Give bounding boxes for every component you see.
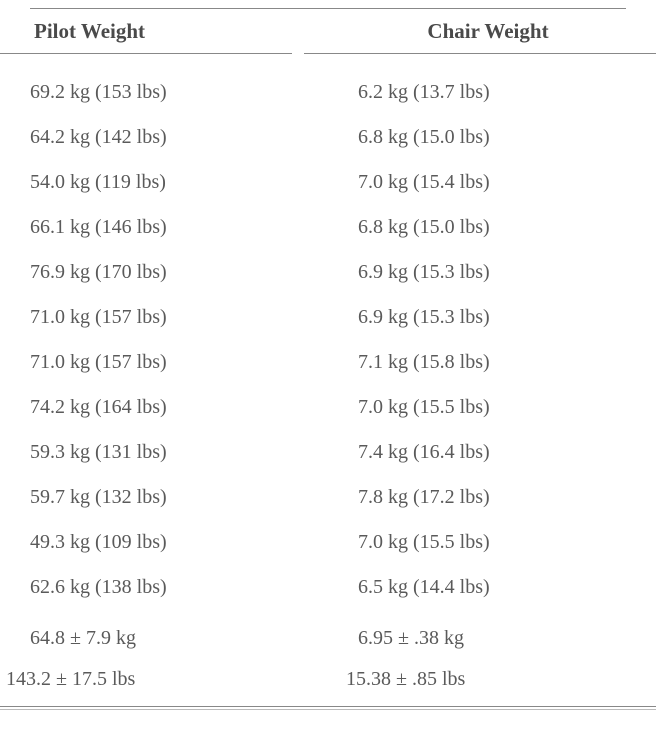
table-row: 62.6 kg (138 lbs)6.5 kg (14.4 lbs) [30,565,626,610]
summary-row: 64.8 ± 7.9 kg6.95 ± .38 kg [30,618,626,659]
pilot-weight-cell: 76.9 kg (170 lbs) [30,261,298,284]
chair-weight-cell: 7.4 kg (16.4 lbs) [298,441,626,464]
pilot-weight-cell: 71.0 kg (157 lbs) [30,351,298,374]
header-underline-left [0,53,292,54]
table-row: 71.0 kg (157 lbs)6.9 kg (15.3 lbs) [30,295,626,340]
chair-weight-cell: 6.2 kg (13.7 lbs) [298,81,626,104]
pilot-weight-cell: 69.2 kg (153 lbs) [30,81,298,104]
chair-weight-cell: 6.9 kg (15.3 lbs) [298,306,626,329]
header-chair-weight: Chair Weight [310,19,626,44]
header-pilot-weight: Pilot Weight [30,19,310,44]
table-summary: 64.8 ± 7.9 kg6.95 ± .38 kg143.2 ± 17.5 l… [30,610,626,700]
pilot-weight-cell: 54.0 kg (119 lbs) [30,171,298,194]
pilot-summary-cell: 143.2 ± 17.5 lbs [6,668,286,691]
pilot-weight-cell: 49.3 kg (109 lbs) [30,531,298,554]
pilot-weight-cell: 66.1 kg (146 lbs) [30,216,298,239]
chair-weight-cell: 6.8 kg (15.0 lbs) [298,126,626,149]
table-row: 71.0 kg (157 lbs)7.1 kg (15.8 lbs) [30,340,626,385]
chair-weight-cell: 7.0 kg (15.4 lbs) [298,171,626,194]
pilot-weight-cell: 62.6 kg (138 lbs) [30,576,298,599]
pilot-weight-cell: 59.7 kg (132 lbs) [30,486,298,509]
table-row: 69.2 kg (153 lbs)6.2 kg (13.7 lbs) [30,70,626,115]
table-row: 64.2 kg (142 lbs)6.8 kg (15.0 lbs) [30,115,626,160]
chair-weight-cell: 6.8 kg (15.0 lbs) [298,216,626,239]
table-row: 49.3 kg (109 lbs)7.0 kg (15.5 lbs) [30,520,626,565]
table-row: 66.1 kg (146 lbs)6.8 kg (15.0 lbs) [30,205,626,250]
chair-summary-cell: 15.38 ± .85 lbs [286,668,626,691]
chair-weight-cell: 7.8 kg (17.2 lbs) [298,486,626,509]
pilot-weight-cell: 59.3 kg (131 lbs) [30,441,298,464]
header-underline-right [304,53,656,54]
chair-weight-cell: 6.5 kg (14.4 lbs) [298,576,626,599]
table-row: 54.0 kg (119 lbs)7.0 kg (15.4 lbs) [30,160,626,205]
table-body: 69.2 kg (153 lbs)6.2 kg (13.7 lbs)64.2 k… [30,52,626,610]
table-header-row: Pilot Weight Chair Weight [30,8,626,52]
pilot-weight-cell: 74.2 kg (164 lbs) [30,396,298,419]
summary-row: 143.2 ± 17.5 lbs15.38 ± .85 lbs [30,659,626,700]
weight-table: Pilot Weight Chair Weight 69.2 kg (153 l… [0,0,656,710]
table-row: 59.3 kg (131 lbs)7.4 kg (16.4 lbs) [30,430,626,475]
table-row: 59.7 kg (132 lbs)7.8 kg (17.2 lbs) [30,475,626,520]
pilot-weight-cell: 71.0 kg (157 lbs) [30,306,298,329]
chair-weight-cell: 7.0 kg (15.5 lbs) [298,531,626,554]
chair-weight-cell: 7.0 kg (15.5 lbs) [298,396,626,419]
table-row: 74.2 kg (164 lbs)7.0 kg (15.5 lbs) [30,385,626,430]
pilot-summary-cell: 64.8 ± 7.9 kg [30,627,298,650]
table-footer-rule [0,706,656,710]
table-row: 76.9 kg (170 lbs)6.9 kg (15.3 lbs) [30,250,626,295]
chair-weight-cell: 6.9 kg (15.3 lbs) [298,261,626,284]
pilot-weight-cell: 64.2 kg (142 lbs) [30,126,298,149]
chair-summary-cell: 6.95 ± .38 kg [298,627,626,650]
chair-weight-cell: 7.1 kg (15.8 lbs) [298,351,626,374]
